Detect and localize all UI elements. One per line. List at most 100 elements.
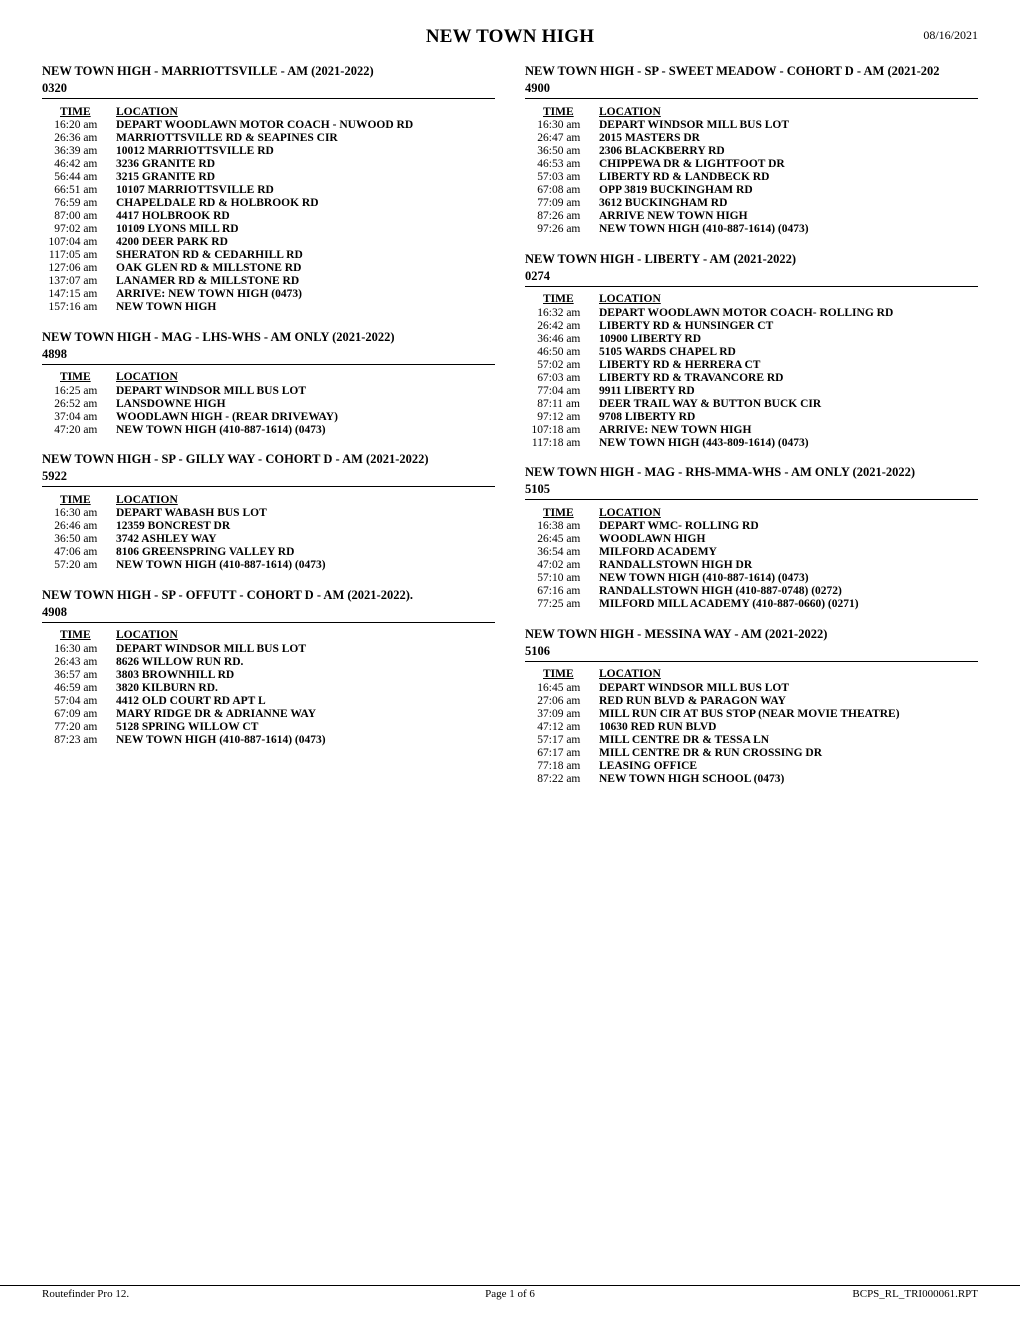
stop-row: 66:51 am10107 MARRIOTTSVILLE RD [42,184,413,197]
stop-time: 7:00 am [60,210,116,223]
stop-time: 6:42 am [543,319,599,332]
stop-location: NEW TOWN HIGH (410-887-1614) (0473) [116,733,326,746]
stop-row: 87:22 amNEW TOWN HIGH SCHOOL (0473) [525,772,900,785]
stop-time: 6:44 am [60,171,116,184]
stop-idx: 10 [42,236,60,249]
stop-time: 6:30 am [60,642,116,655]
stop-time: 7:02 am [543,358,599,371]
stop-row: 77:04 am9911 LIBERTY RD [525,384,893,397]
stop-row: 117:05 amSHERATON RD & CEDARHILL RD [42,249,413,262]
stop-row: 36:39 am10012 MARRIOTTSVILLE RD [42,145,413,158]
stop-time: 6:57 am [60,668,116,681]
stop-time: 6:20 am [60,119,116,132]
stop-time: 6:30 am [60,507,116,520]
stop-row: 16:32 amDEPART WOODLAWN MOTOR COACH- ROL… [525,306,893,319]
stop-row: 16:30 amDEPART WABASH BUS LOT [42,507,326,520]
stop-row: 67:17 amMILL CENTRE DR & RUN CROSSING DR [525,746,900,759]
stop-idx: 5 [42,171,60,184]
stop-row: 16:25 amDEPART WINDSOR MILL BUS LOT [42,384,338,397]
stop-row: 37:09 amMILL RUN CIR AT BUS STOP (NEAR M… [525,707,900,720]
stop-location: 3236 GRANITE RD [116,158,413,171]
stop-time: 6:51 am [60,184,116,197]
stop-row: 117:18 amNEW TOWN HIGH (443-809-1614) (0… [525,436,893,449]
stop-idx: 11 [42,249,60,262]
stop-row: 87:26 amARRIVE NEW TOWN HIGH [525,210,809,223]
stop-row: 27:06 amRED RUN BLVD & PARAGON WAY [525,694,900,707]
route-number: 5105 [525,482,978,497]
stop-location: NEW TOWN HIGH (410-887-1614) (0473) [599,572,859,585]
stop-idx: 4 [42,423,60,436]
stop-location: DEPART WOODLAWN MOTOR COACH - NUWOOD RD [116,119,413,132]
stop-row: 46:42 am3236 GRANITE RD [42,158,413,171]
col-header-location: LOCATION [116,629,326,643]
stop-row: 26:42 amLIBERTY RD & HUNSINGER CT [525,319,893,332]
route-number: 0320 [42,81,495,96]
stop-idx: 3 [525,145,543,158]
col-header-idx [525,506,543,520]
stop-location: 4417 HOLBROOK RD [116,210,413,223]
stop-idx: 4 [42,681,60,694]
stop-idx: 1 [42,507,60,520]
stop-location: NEW TOWN HIGH [116,301,413,314]
stop-idx: 3 [42,410,60,423]
stop-row: 47:12 am10630 RED RUN BLVD [525,720,900,733]
stop-idx: 9 [525,410,543,423]
stop-idx: 4 [42,158,60,171]
route-rule [525,286,978,287]
stop-location: 5105 WARDS CHAPEL RD [599,345,893,358]
stop-location: LANSDOWNE HIGH [116,397,338,410]
stop-time: 6:30 am [543,119,599,132]
stop-time: 7:20 am [60,720,116,733]
stop-location: MILFORD ACADEMY [599,546,859,559]
stop-idx: 1 [42,384,60,397]
stop-time: 7:04 am [543,384,599,397]
stop-location: 3742 ASHLEY WAY [116,533,326,546]
stop-time: 7:25 am [543,598,599,611]
stop-time: 7:26 am [543,210,599,223]
page-date: 08/16/2021 [923,28,978,43]
stop-row: 36:54 amMILFORD ACADEMY [525,546,859,559]
stop-idx: 11 [525,436,543,449]
stop-time: 7:06 am [543,694,599,707]
stop-idx: 7 [525,384,543,397]
stop-row: 16:30 amDEPART WINDSOR MILL BUS LOT [525,119,809,132]
stop-idx: 4 [525,158,543,171]
stop-time: 6:42 am [60,158,116,171]
stop-idx: 3 [42,668,60,681]
stop-time: 6:46 am [60,520,116,533]
stop-row: 26:36 amMARRIOTTSVILLE RD & SEAPINES CIR [42,132,413,145]
stop-idx: 5 [525,733,543,746]
col-header-location: LOCATION [599,668,900,682]
stop-location: 3820 KILBURN RD. [116,681,326,694]
footer-center: Page 1 of 6 [485,1288,535,1300]
stop-idx: 6 [525,585,543,598]
stop-row: 46:59 am3820 KILBURN RD. [42,681,326,694]
stop-row: 107:04 am4200 DEER PARK RD [42,236,413,249]
stop-time: 7:02 am [543,559,599,572]
route-title: NEW TOWN HIGH - LIBERTY - AM (2021-2022) [525,252,978,267]
stop-time: 7:09 am [543,197,599,210]
stop-location: RANDALLSTOWN HIGH (410-887-0748) (0272) [599,585,859,598]
stops-header-row: TIMELOCATION [525,105,809,119]
stops-table: TIMELOCATION16:20 amDEPART WOODLAWN MOTO… [42,105,413,314]
stop-idx: 4 [42,546,60,559]
stop-location: NEW TOWN HIGH (410-887-1614) (0473) [599,223,809,236]
stop-location: MARRIOTTSVILLE RD & SEAPINES CIR [116,132,413,145]
stop-idx: 7 [525,759,543,772]
stop-location: DEPART WINDSOR MILL BUS LOT [599,119,809,132]
col-header-time: TIME [543,293,599,307]
stop-row: 127:06 amOAK GLEN RD & MILLSTONE RD [42,262,413,275]
stops-table: TIMELOCATION16:32 amDEPART WOODLAWN MOTO… [525,293,893,450]
col-header-time: TIME [60,371,116,385]
stop-idx: 8 [525,772,543,785]
stop-row: 16:30 amDEPART WINDSOR MILL BUS LOT [42,642,326,655]
stop-time: 6:46 am [543,332,599,345]
stop-row: 16:45 amDEPART WINDSOR MILL BUS LOT [525,681,900,694]
stops-table: TIMELOCATION16:30 amDEPART WABASH BUS LO… [42,493,326,572]
footer-left: Routefinder Pro 12. [42,1288,129,1300]
stop-location: OAK GLEN RD & MILLSTONE RD [116,262,413,275]
stop-location: 10109 LYONS MILL RD [116,223,413,236]
col-header-time: TIME [543,506,599,520]
stop-row: 77:18 amLEASING OFFICE [525,759,900,772]
stop-time: 6:52 am [60,397,116,410]
